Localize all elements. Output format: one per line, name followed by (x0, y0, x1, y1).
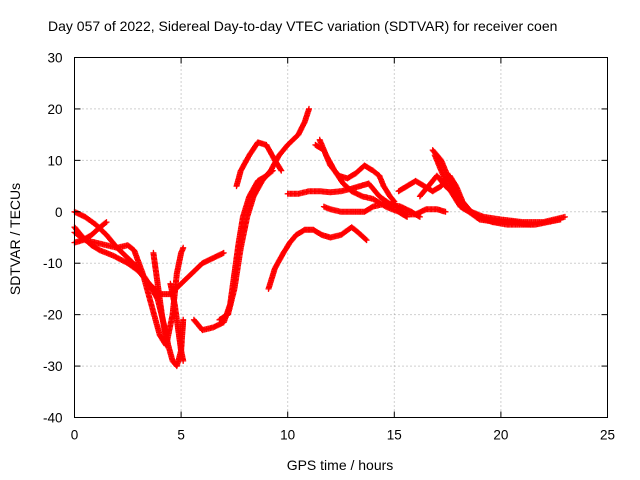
data-point (362, 236, 369, 243)
series-track-n (320, 201, 449, 218)
data-point (561, 213, 568, 220)
tick-labels: 0 5 10 15 20 25 -40 -30 -20 -10 0 10 20 30 (43, 51, 615, 443)
data-point (442, 208, 449, 215)
data-point (277, 166, 284, 173)
x-tick-label: 15 (387, 428, 402, 443)
y-tick-label: -20 (43, 308, 63, 323)
data-point (527, 221, 534, 228)
chart-title: Day 057 of 2022, Sidereal Day-to-day VTE… (48, 18, 557, 34)
data-point (163, 337, 170, 344)
series-track-f (167, 280, 187, 364)
y-tick-label: 0 (55, 205, 63, 220)
series-track-j (265, 224, 370, 292)
x-axis-label: GPS time / hours (287, 457, 394, 473)
data-point (180, 244, 187, 251)
y-tick-label: -10 (43, 256, 63, 271)
axis-ticks (74, 57, 608, 418)
data-point (457, 198, 464, 205)
data-point (557, 216, 564, 223)
series-track-i (216, 105, 312, 323)
data-point (278, 167, 285, 174)
series-track-q (431, 152, 534, 228)
x-tick-label: 10 (280, 428, 295, 443)
grid-lines (74, 57, 608, 418)
data-point (103, 219, 110, 226)
series-track-d (71, 219, 110, 246)
data-point (102, 219, 109, 226)
data-point (220, 249, 227, 256)
y-tick-label: -30 (43, 359, 63, 374)
x-tick-label: 25 (600, 428, 615, 443)
plot-frame (74, 57, 608, 418)
series-track-r (416, 172, 464, 205)
y-axis-label: SDTVAR / TECUs (7, 183, 23, 295)
series-track-e (150, 249, 170, 344)
data-point (306, 105, 312, 112)
data-point (363, 237, 370, 244)
y-tick-label: 10 (47, 153, 62, 168)
y-tick-label: -40 (43, 411, 63, 426)
data-series (71, 105, 568, 370)
data-point (180, 316, 187, 323)
x-tick-label: 5 (177, 428, 185, 443)
y-tick-label: 30 (47, 51, 62, 66)
data-point (456, 197, 463, 204)
x-tick-label: 0 (71, 428, 79, 443)
data-point (180, 357, 187, 364)
y-tick-label: 20 (47, 102, 62, 117)
x-tick-label: 20 (493, 428, 508, 443)
